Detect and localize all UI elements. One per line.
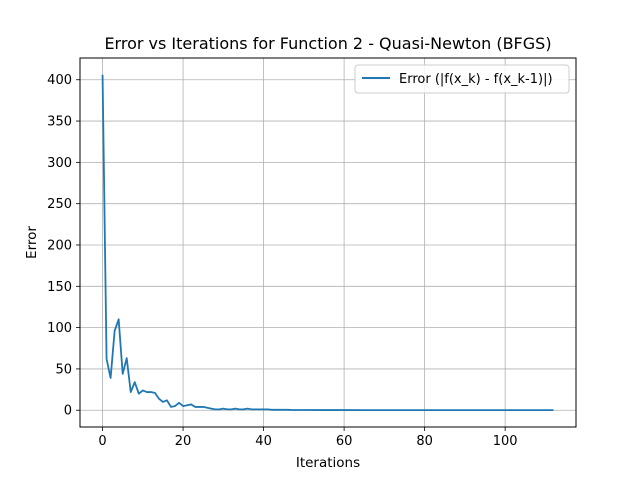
y-tick-label: 350 [47, 115, 72, 130]
chart-title: Error vs Iterations for Function 2 - Qua… [104, 34, 551, 53]
y-axis-title: Error [24, 226, 40, 259]
x-tick-label: 100 [493, 434, 518, 449]
x-tick-label: 20 [175, 434, 192, 449]
series-layer [101, 74, 554, 412]
plot-frame [79, 57, 577, 428]
y-tick-label: 0 [64, 404, 72, 419]
x-tick-label: 0 [98, 434, 106, 449]
legend: Error (|f(x_k) - f(x_k-1)|) [354, 64, 570, 94]
y-tick-label: 300 [47, 156, 72, 171]
series-line-0 [101, 74, 554, 412]
y-tick-label: 100 [47, 321, 72, 336]
y-tick-label: 250 [47, 197, 72, 212]
x-axis-title: Iterations [296, 455, 360, 471]
x-tick-label: 40 [255, 434, 272, 449]
y-axis: 0 50 100 150 200 250 300 350 400 [47, 73, 80, 419]
legend-box [354, 64, 570, 94]
y-tick-label: 400 [47, 73, 72, 88]
x-tick-label: 60 [336, 434, 353, 449]
y-tick-label: 50 [55, 362, 72, 377]
x-axis: 0 20 40 60 80 100 [98, 427, 518, 449]
x-tick-label: 80 [416, 434, 433, 449]
y-tick-label: 200 [47, 238, 72, 253]
legend-entry-label: Error (|f(x_k) - f(x_k-1)|) [399, 72, 553, 87]
grid [80, 58, 576, 427]
y-tick-label: 150 [47, 280, 72, 295]
